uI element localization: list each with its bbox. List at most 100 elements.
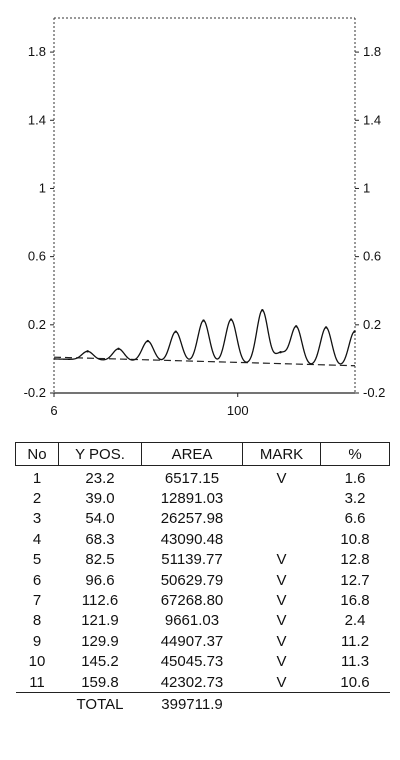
- cell-mark: V: [276, 653, 287, 671]
- trace-layer: [53, 308, 356, 365]
- cell-y-pos: 54.0: [85, 510, 115, 528]
- cell-y-pos: 145.2: [81, 653, 119, 671]
- peak-point-8: [279, 350, 282, 354]
- cell-mark: [243, 509, 321, 529]
- cell-percent: 10.8: [340, 530, 370, 548]
- table-row: 9 129.9 44907.37 V 11.2: [16, 631, 390, 651]
- total-value: 399711.9: [141, 692, 243, 716]
- peak-point-1: [86, 350, 89, 353]
- table-row: 10 145.2 45045.73 V 11.3: [16, 652, 390, 672]
- y-tick-label-left: 0.2: [28, 317, 46, 332]
- table-body: 1 23.2 6517.15 V 1.6 2 39.0 12891.03 3.2 3 54.0 262…: [16, 466, 390, 693]
- header-area: AREA: [141, 442, 243, 466]
- table-row: 2 39.0 12891.03 3.2: [16, 488, 390, 508]
- cell-mark: [243, 488, 321, 508]
- y-tick-label-right: 1.8: [363, 44, 381, 59]
- cell-y-pos: 159.8: [81, 673, 119, 691]
- peak-point-2: [117, 347, 120, 351]
- table-row: 3 54.0 26257.98 6.6: [16, 509, 390, 529]
- cell-no: 1: [32, 469, 42, 487]
- y-tick-label-left: 1.4: [28, 112, 46, 127]
- cell-percent: 6.6: [344, 510, 366, 528]
- cell-percent: 16.8: [340, 592, 370, 610]
- x-tick-label: 6: [50, 403, 57, 418]
- peak-point-10: [324, 326, 328, 329]
- cell-area: 42302.73: [160, 673, 224, 691]
- cell-y-pos: 121.9: [81, 612, 119, 630]
- y-tick-label-right: 0.2: [363, 317, 381, 332]
- y-tick-label-right: -0.2: [363, 385, 385, 400]
- cell-percent: 12.8: [340, 551, 370, 569]
- header-mark: MARK: [242, 442, 321, 466]
- y-tick-label-left: 1.8: [28, 44, 46, 59]
- cell-area: 6517.15: [164, 469, 220, 487]
- cell-mark: V: [276, 612, 287, 630]
- cell-mark: V: [276, 571, 287, 589]
- cell-area: 44907.37: [160, 632, 224, 650]
- cell-area: 51139.77: [161, 551, 223, 569]
- peak-point-11: [353, 330, 356, 333]
- table-row: 8 121.9 9661.03 V 2.4: [16, 611, 390, 631]
- cell-area: 67268.80: [160, 592, 224, 610]
- cell-y-pos: 112.6: [81, 592, 119, 610]
- cell-percent: 12.7: [340, 571, 370, 589]
- cell-mark: V: [276, 592, 287, 610]
- cell-no: 5: [32, 551, 42, 569]
- header-percent: %: [320, 442, 390, 466]
- cell-percent: 10.6: [340, 673, 370, 691]
- cell-y-pos: 23.2: [85, 469, 115, 487]
- table-row: 1 23.2 6517.15 V 1.6: [16, 466, 390, 489]
- peak-point-7: [261, 308, 264, 312]
- table-row: 6 96.6 50629.79 V 12.7: [16, 570, 390, 590]
- density-trace: [53, 309, 356, 365]
- cell-y-pos: 39.0: [85, 490, 115, 508]
- x-tick-label: 100: [227, 403, 249, 418]
- cell-no: 9: [32, 632, 42, 650]
- cell-no: 6: [32, 571, 42, 589]
- table-row: 11 159.8 42302.73 V 10.6: [16, 672, 390, 693]
- cell-y-pos: 129.9: [81, 632, 119, 650]
- table-row: 5 82.5 51139.77 V 12.8: [16, 550, 390, 570]
- cell-area: 43090.48: [160, 530, 224, 548]
- cell-no: 11: [29, 673, 45, 691]
- y-tick-label-left: 0.6: [28, 249, 46, 264]
- densitometry-chart: 1.8 1.8 1.4 1.4 1 1 0.6 0.6 0.2 0.2 -0.2 -0.2 6 100: [24, 17, 386, 418]
- cell-percent: 1.6: [344, 469, 366, 487]
- cell-area: 26257.98: [160, 510, 224, 528]
- header-no: No: [15, 442, 59, 466]
- cell-no: 4: [32, 530, 42, 548]
- axis-ticks: 1.8 1.8 1.4 1.4 1 1 0.6 0.6 0.2 0.2 -0.2 -0.2 6 100: [24, 44, 386, 418]
- peak-point-5: [202, 319, 205, 322]
- cell-mark: V: [276, 551, 287, 569]
- cell-no: 10: [28, 653, 46, 671]
- cell-no: 8: [32, 612, 42, 630]
- cell-area: 9661.03: [164, 612, 220, 630]
- cell-mark: [243, 529, 321, 549]
- header-y-pos: Y POS.: [58, 442, 142, 466]
- table-row: 4 68.3 43090.48 10.8: [16, 529, 390, 549]
- peak-point-9: [294, 325, 298, 328]
- y-tick-label-left: -0.2: [24, 385, 46, 400]
- peak-point-4: [174, 330, 177, 333]
- y-tick-label-right: 1.4: [363, 112, 381, 127]
- cell-area: 12891.03: [160, 490, 224, 508]
- cell-y-pos: 82.5: [85, 551, 115, 569]
- cell-area: 45045.73: [160, 653, 224, 671]
- plot-frame: [53, 17, 356, 394]
- peak-point-6: [229, 318, 233, 321]
- baseline: [53, 356, 356, 367]
- cell-y-pos: 96.6: [85, 571, 115, 589]
- cell-no: 2: [32, 490, 42, 508]
- peak-point-3: [146, 339, 150, 343]
- cell-area: 50629.79: [160, 571, 224, 589]
- cell-percent: 3.2: [344, 490, 366, 508]
- cell-percent: 2.4: [344, 612, 366, 630]
- table-row: 7 112.6 67268.80 V 16.8: [16, 590, 390, 610]
- cell-no: 3: [32, 510, 42, 528]
- y-tick-label-left: 1: [39, 180, 46, 195]
- y-tick-label-right: 1: [363, 180, 370, 195]
- total-label: TOTAL: [58, 692, 142, 716]
- cell-mark: V: [276, 632, 287, 650]
- table-header-row: No Y POS. AREA MARK %: [15, 442, 390, 466]
- cell-percent: 11.3: [340, 653, 370, 671]
